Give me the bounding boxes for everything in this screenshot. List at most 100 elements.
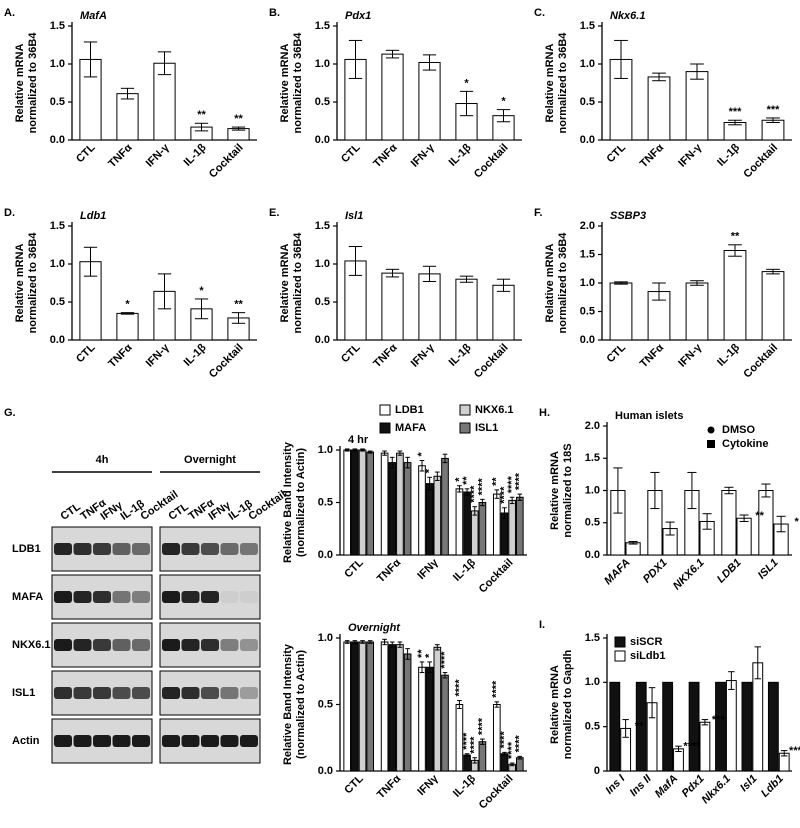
x-tick-label: IL-1β: [447, 141, 474, 168]
blot-band: [132, 735, 150, 747]
y-axis-label: normalized to 36B4: [27, 32, 39, 134]
x-tick-label: IL-1β: [447, 341, 474, 368]
bar: [351, 641, 359, 772]
panel-label: C.: [534, 7, 545, 19]
bar: [725, 680, 737, 772]
y-tick-label: 0.5: [50, 296, 65, 308]
blot-band: [93, 639, 111, 651]
x-tick-label: Cocktail: [472, 342, 511, 381]
panel-label: I.: [539, 619, 545, 631]
y-axis-label: Relative mRNA: [14, 44, 26, 123]
bar: [380, 452, 389, 556]
blot-band: [73, 591, 92, 603]
y-tick-label: 0.5: [585, 721, 600, 733]
panel-title: Ldb1: [80, 210, 106, 222]
blot-band: [181, 735, 200, 747]
blot-band: [220, 591, 239, 603]
y-axis-label: Relative mRNA: [544, 44, 556, 123]
significance: ****: [461, 732, 473, 750]
x-tick-label: IFNγ: [415, 556, 441, 582]
y-tick-label: 1.0: [315, 258, 330, 270]
bar: [418, 61, 441, 141]
significance: **: [731, 231, 740, 243]
blot-band: [132, 687, 150, 699]
x-tick-label: Ldb1: [759, 773, 786, 800]
x-tick-label: CTL: [339, 341, 363, 365]
blot-band: [220, 639, 239, 651]
panel-label: H.: [539, 407, 550, 419]
bar: [455, 278, 478, 341]
y-tick-label: 1.0: [50, 58, 65, 70]
y-axis-label: Relative mRNA: [549, 451, 561, 530]
blot-band: [220, 687, 239, 699]
time-label: Overnight: [184, 454, 236, 466]
significance: ****: [476, 717, 488, 735]
bar: [492, 284, 515, 341]
bar: [425, 666, 434, 772]
x-tick-label: IFN-γ: [409, 341, 438, 370]
bar: [381, 53, 404, 141]
x-tick-label: TNFα: [375, 557, 404, 586]
x-tick-label: CTL: [342, 556, 366, 580]
y-tick-label: 1.5: [50, 220, 65, 232]
bar: [418, 465, 426, 556]
bar: [418, 666, 426, 772]
legend-label: DMSO: [722, 424, 755, 436]
bar: [433, 475, 442, 556]
significance: ****: [683, 741, 701, 753]
legend-label: NKX6.1: [475, 404, 514, 416]
significance: ***: [767, 104, 781, 116]
significance: *: [501, 96, 506, 108]
protein-label: Actin: [12, 735, 40, 747]
significance: *: [464, 77, 469, 89]
bar: [625, 542, 641, 556]
y-tick-label: 1.5: [585, 632, 600, 644]
blot-band: [132, 543, 150, 555]
x-tick-label: IFN-γ: [676, 141, 705, 170]
y-axis-label: Relative mRNA: [544, 244, 556, 323]
blot-band: [240, 639, 258, 651]
x-tick-label: CTL: [74, 341, 98, 365]
blot-band: [201, 591, 219, 603]
panel-label: G.: [4, 407, 16, 419]
bar: [685, 71, 709, 141]
bar: [403, 462, 412, 556]
significance: ****: [476, 478, 488, 496]
bar: [741, 681, 753, 772]
bar: [418, 273, 441, 341]
blot-band: [73, 639, 92, 651]
legend-swatch: [614, 636, 626, 648]
y-tick-label: 1.0: [50, 258, 65, 270]
y-tick-label: 0.0: [580, 134, 595, 146]
panel-title: Overnight: [348, 622, 401, 634]
bar: [673, 748, 684, 772]
blot-band: [162, 591, 180, 603]
panel-title: Human islets: [615, 410, 683, 422]
bar: [366, 641, 375, 772]
x-tick-label: CTL: [605, 341, 629, 365]
panel-title: Nkx6.1: [610, 10, 645, 22]
x-tick-label: IL-1β: [715, 141, 742, 168]
significance: *: [424, 468, 436, 473]
x-tick-label: Cocktail: [741, 342, 780, 381]
y-tick-label: 1.0: [585, 484, 600, 496]
blot-band: [93, 591, 111, 603]
significance: ***: [712, 714, 726, 726]
x-tick-label: CTL: [339, 141, 363, 165]
y-tick-label: 0.0: [315, 134, 330, 146]
bar: [343, 641, 352, 772]
y-axis-label: (normalized to Actin): [295, 448, 307, 557]
x-tick-label: IFNγ: [415, 772, 441, 798]
significance: ****: [453, 679, 465, 697]
significance: ****: [469, 485, 481, 503]
y-tick-label: 0.0: [585, 549, 600, 561]
y-axis-label: Relative mRNA: [279, 244, 291, 323]
legend-label: siSCR: [630, 636, 662, 648]
y-tick-label: 0.0: [50, 334, 65, 346]
x-tick-label: Ins II: [628, 772, 655, 799]
y-tick-label: 0.0: [318, 549, 333, 561]
blot-band: [201, 687, 219, 699]
y-tick-label: 1.5: [585, 452, 600, 464]
legend-label: LDB1: [395, 404, 424, 416]
